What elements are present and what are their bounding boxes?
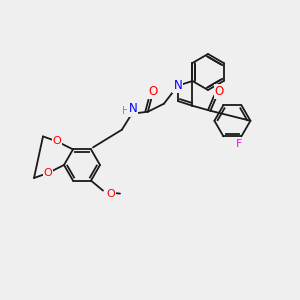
Text: O: O	[215, 85, 224, 98]
Text: N: N	[173, 79, 182, 92]
Text: O: O	[52, 136, 62, 146]
Text: O: O	[44, 168, 52, 178]
Text: O: O	[148, 85, 158, 98]
Text: N: N	[128, 102, 137, 115]
Text: F: F	[236, 139, 243, 149]
Text: H: H	[122, 106, 130, 116]
Text: O: O	[106, 189, 116, 199]
